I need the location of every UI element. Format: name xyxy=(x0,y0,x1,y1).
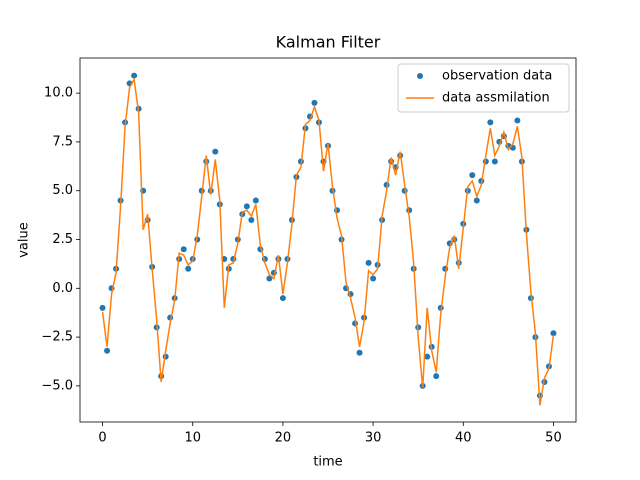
legend-label: data assmilation xyxy=(442,91,550,106)
series-line xyxy=(101,77,555,406)
data-point xyxy=(433,373,440,380)
data-point xyxy=(311,99,318,106)
data-point xyxy=(243,203,250,210)
data-point xyxy=(252,197,259,204)
x-tick-label: 20 xyxy=(275,431,292,446)
data-point xyxy=(487,119,494,126)
y-tick-label: 0.0 xyxy=(52,281,73,296)
data-point xyxy=(104,347,111,354)
y-tick-label: 2.5 xyxy=(52,232,73,247)
y-tick-label: −2.5 xyxy=(41,330,73,345)
x-tick-label: 0 xyxy=(98,431,106,446)
data-point xyxy=(550,330,557,337)
data-point xyxy=(473,197,480,204)
data-point xyxy=(365,259,372,266)
data-point xyxy=(279,295,286,302)
data-point xyxy=(212,148,219,155)
legend: observation data data assmilation xyxy=(397,63,570,113)
data-point xyxy=(370,275,377,282)
y-tick-label: 7.5 xyxy=(52,134,73,149)
legend-box xyxy=(397,63,570,113)
data-point xyxy=(356,349,363,356)
data-point xyxy=(491,158,498,165)
x-tick-label: 10 xyxy=(184,431,201,446)
legend-swatch xyxy=(417,73,423,79)
x-axis-label: time xyxy=(313,455,342,470)
data-point xyxy=(248,216,255,223)
data-point xyxy=(266,275,273,282)
y-axis-label: value xyxy=(17,222,32,258)
y-tick-label: −5.0 xyxy=(41,378,73,393)
y-tick-label: 10.0 xyxy=(44,86,73,101)
x-tick-label: 40 xyxy=(455,431,472,446)
legend-label: observation data xyxy=(442,69,552,84)
x-tick-label: 30 xyxy=(365,431,382,446)
y-tick-label: 5.0 xyxy=(52,183,73,198)
data-point xyxy=(99,304,106,311)
data-point xyxy=(180,246,187,253)
x-tick-label: 50 xyxy=(545,431,562,446)
chart-title: Kalman Filter xyxy=(276,33,381,52)
data-point xyxy=(469,172,476,179)
data-point xyxy=(131,72,138,79)
data-point xyxy=(185,265,192,272)
plot-frame xyxy=(79,57,577,423)
data-point xyxy=(424,353,431,360)
data-point xyxy=(514,117,521,124)
